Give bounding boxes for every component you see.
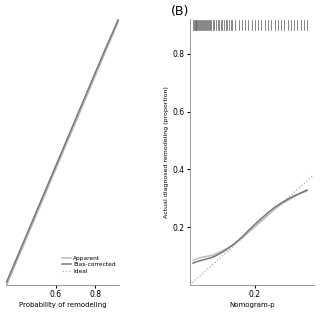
- Text: (B): (B): [171, 5, 190, 18]
- Legend: Apparent, Bias-corrected, Ideal: Apparent, Bias-corrected, Ideal: [60, 253, 118, 276]
- X-axis label: Probability of remodeling: Probability of remodeling: [19, 302, 107, 308]
- Y-axis label: Actual diagnosed remodeling (proportion): Actual diagnosed remodeling (proportion): [164, 86, 169, 218]
- X-axis label: Nomogram-p: Nomogram-p: [229, 302, 275, 308]
